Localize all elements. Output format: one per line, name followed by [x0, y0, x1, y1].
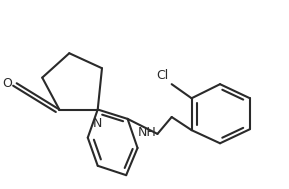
Text: N: N: [93, 117, 102, 130]
Text: O: O: [3, 77, 12, 90]
Text: NH: NH: [137, 126, 156, 139]
Text: Cl: Cl: [157, 69, 169, 82]
